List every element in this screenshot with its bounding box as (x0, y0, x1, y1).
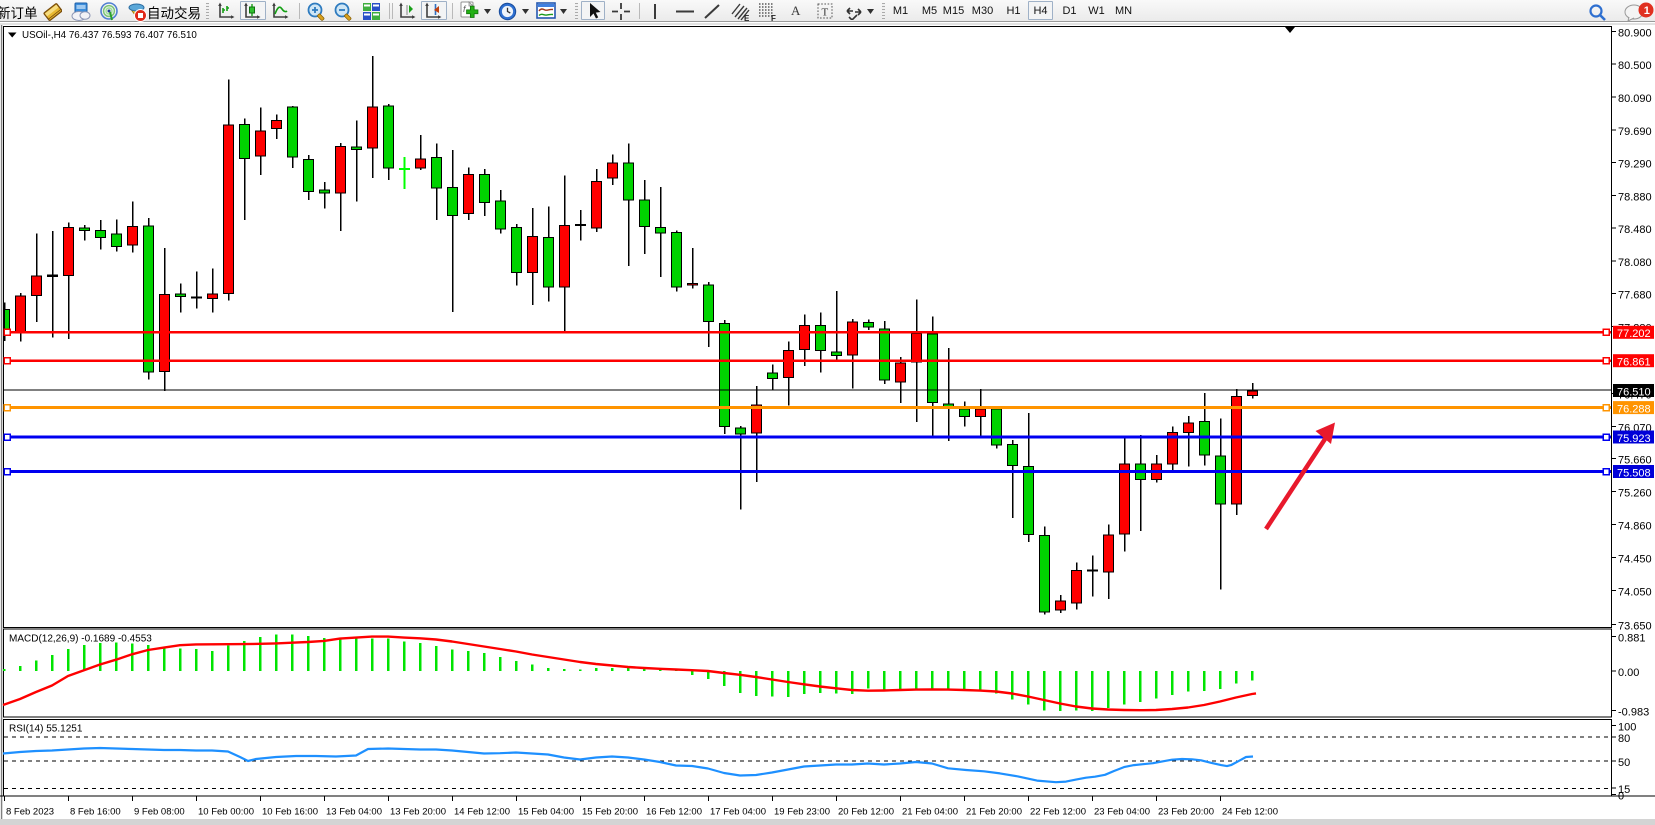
svg-text:19 Feb 23:00: 19 Feb 23:00 (774, 807, 830, 818)
svg-text:21 Feb 20:00: 21 Feb 20:00 (966, 807, 1022, 818)
svg-text:75.660: 75.660 (1618, 454, 1652, 466)
svg-text:73.650: 73.650 (1618, 620, 1652, 632)
svg-text:78.880: 78.880 (1618, 191, 1652, 203)
svg-text:14 Feb 12:00: 14 Feb 12:00 (454, 807, 510, 818)
svg-text:74.050: 74.050 (1618, 586, 1652, 598)
svg-text:8 Feb 2023: 8 Feb 2023 (6, 807, 54, 818)
svg-text:24 Feb 12:00: 24 Feb 12:00 (1222, 807, 1278, 818)
svg-text:T: T (822, 7, 829, 19)
svg-text:16 Feb 12:00: 16 Feb 12:00 (646, 807, 702, 818)
svg-text:15: 15 (1618, 784, 1630, 796)
svg-text:0.881: 0.881 (1618, 632, 1646, 644)
svg-text:50: 50 (1618, 757, 1630, 769)
svg-text:76.288: 76.288 (1617, 403, 1651, 415)
svg-text:0: 0 (1618, 790, 1624, 802)
svg-text:74.860: 74.860 (1618, 520, 1652, 532)
svg-text:USOil-,H4 76.437 76.593 76.40: USOil-,H4 76.437 76.593 76.407 76.510 (22, 30, 197, 41)
svg-text:15 Feb 20:00: 15 Feb 20:00 (582, 807, 638, 818)
svg-text:80.500: 80.500 (1618, 60, 1652, 72)
svg-text:20 Feb 12:00: 20 Feb 12:00 (838, 807, 894, 818)
svg-text:F: F (771, 14, 776, 22)
svg-text:76.510: 76.510 (1617, 386, 1651, 398)
svg-text:23 Feb 04:00: 23 Feb 04:00 (1094, 807, 1150, 818)
svg-text:MACD(12,26,9) -0.1689 -0.4553: MACD(12,26,9) -0.1689 -0.4553 (9, 634, 152, 645)
svg-text:21 Feb 04:00: 21 Feb 04:00 (902, 807, 958, 818)
svg-text:E: E (744, 14, 750, 22)
svg-text:79.690: 79.690 (1618, 126, 1652, 138)
svg-text:15 Feb 04:00: 15 Feb 04:00 (518, 807, 574, 818)
svg-text:79.290: 79.290 (1618, 158, 1652, 170)
svg-text:-0.983: -0.983 (1618, 706, 1649, 718)
svg-text:1: 1 (1644, 5, 1650, 17)
svg-text:75.260: 75.260 (1618, 487, 1652, 499)
svg-text:23 Feb 20:00: 23 Feb 20:00 (1158, 807, 1214, 818)
svg-text:75.923: 75.923 (1617, 433, 1651, 445)
svg-text:10 Feb 16:00: 10 Feb 16:00 (262, 807, 318, 818)
svg-text:17 Feb 04:00: 17 Feb 04:00 (710, 807, 766, 818)
svg-text:10 Feb 00:00: 10 Feb 00:00 (198, 807, 254, 818)
svg-text:77.680: 77.680 (1618, 289, 1652, 301)
svg-text:77.202: 77.202 (1617, 328, 1651, 340)
svg-text:9 Feb 08:00: 9 Feb 08:00 (134, 807, 185, 818)
svg-text:13 Feb 20:00: 13 Feb 20:00 (390, 807, 446, 818)
svg-text:13 Feb 04:00: 13 Feb 04:00 (326, 807, 382, 818)
svg-text:80.090: 80.090 (1618, 93, 1652, 105)
svg-text:76.861: 76.861 (1617, 357, 1651, 369)
svg-text:78.480: 78.480 (1618, 224, 1652, 236)
svg-text:75.508: 75.508 (1617, 467, 1651, 479)
svg-text:80: 80 (1618, 733, 1630, 745)
svg-text:74.450: 74.450 (1618, 553, 1652, 565)
svg-text:8 Feb 16:00: 8 Feb 16:00 (70, 807, 121, 818)
svg-text:0.00: 0.00 (1618, 667, 1639, 679)
svg-text:100: 100 (1618, 721, 1636, 733)
svg-text:78.080: 78.080 (1618, 257, 1652, 269)
svg-text:RSI(14) 55.1251: RSI(14) 55.1251 (9, 724, 83, 735)
svg-text:f: f (463, 4, 467, 14)
svg-text:80.900: 80.900 (1618, 27, 1652, 39)
svg-text:22 Feb 12:00: 22 Feb 12:00 (1030, 807, 1086, 818)
